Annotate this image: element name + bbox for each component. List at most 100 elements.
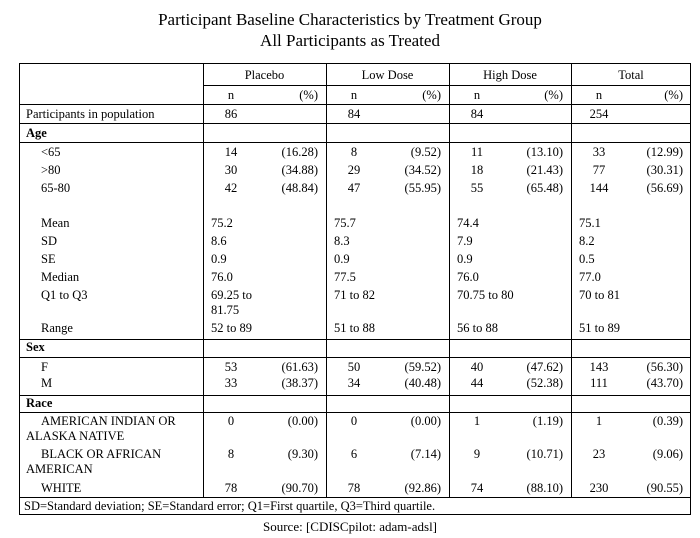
age-stat-value: 8.3: [334, 234, 350, 248]
percent-value: (61.63): [281, 360, 318, 374]
age-stat-label: Mean: [41, 216, 70, 230]
group-header-low-dose: Low Dose: [361, 68, 414, 82]
row-divider: [19, 357, 691, 358]
count-value: 30: [224, 163, 238, 177]
percent-value: (16.28): [281, 145, 318, 159]
group-header-high-dose: High Dose: [483, 68, 537, 82]
column-divider: [326, 63, 327, 497]
subheader-pct: (%): [299, 88, 318, 102]
table-title: Participant Baseline Characteristics by …: [158, 10, 542, 29]
subheader-pct: (%): [544, 88, 563, 102]
percent-value: (9.52): [410, 145, 441, 159]
column-divider: [449, 63, 450, 497]
count-value: 33: [592, 145, 606, 159]
subheader-n: n: [227, 88, 235, 102]
percent-value: (92.86): [404, 481, 441, 495]
count-value: 42: [224, 181, 238, 195]
age-stat-value: 75.7: [334, 216, 356, 230]
percent-value: (52.38): [526, 376, 563, 390]
count-value: 47: [347, 181, 361, 195]
percent-value: (34.52): [404, 163, 441, 177]
age-stat-value: 74.4: [457, 216, 479, 230]
percent-value: (9.30): [287, 447, 318, 461]
count-value: 0: [227, 414, 235, 428]
age-stat-value: 77.5: [334, 270, 356, 284]
participants-value: 84: [470, 107, 484, 121]
group-header-placebo: Placebo: [244, 68, 285, 82]
age-category-label: 65-80: [41, 181, 71, 195]
row-divider: [19, 123, 691, 124]
baseline-table: [19, 63, 691, 515]
sex-label: M: [41, 376, 53, 390]
subheader-pct: (%): [422, 88, 441, 102]
percent-value: (0.00): [287, 414, 318, 428]
count-value: 44: [470, 376, 484, 390]
participants-value: 86: [224, 107, 238, 121]
row-divider: [19, 339, 691, 340]
percent-value: (30.31): [646, 163, 683, 177]
section-sex: Sex: [26, 340, 45, 354]
percent-value: (12.99): [646, 145, 683, 159]
count-value: 74: [470, 481, 484, 495]
percent-value: (55.95): [404, 181, 441, 195]
age-stat-value: 0.9: [334, 252, 350, 266]
percent-value: (1.19): [532, 414, 563, 428]
row-divider: [19, 412, 691, 413]
age-stat-value: 56 to 88: [457, 321, 498, 335]
source-note: Source: [CDISCpilot: adam-adsl]: [262, 519, 438, 534]
percent-value: (56.69): [646, 181, 683, 195]
age-stat-value: 7.9: [457, 234, 473, 248]
age-stat-label: SE: [41, 252, 56, 266]
percent-value: (65.48): [526, 181, 563, 195]
group-header-total: Total: [618, 68, 644, 82]
row-divider: [203, 85, 691, 86]
percent-value: (90.70): [281, 481, 318, 495]
count-value: 34: [347, 376, 361, 390]
count-value: 40: [470, 360, 484, 374]
age-stat-value: 70 to 81: [579, 288, 620, 302]
age-stat-value: 75.2: [211, 216, 233, 230]
row-divider: [19, 395, 691, 396]
section-age: Age: [26, 126, 47, 140]
age-stat-value: 0.5: [579, 252, 595, 266]
age-category-label: <65: [41, 145, 61, 159]
count-value: 1: [473, 414, 481, 428]
count-value: 14: [224, 145, 238, 159]
percent-value: (90.55): [646, 481, 683, 495]
age-stat-label: Range: [41, 321, 73, 335]
count-value: 23: [592, 447, 606, 461]
count-value: 78: [347, 481, 361, 495]
age-stat-label: Q1 to Q3: [41, 288, 88, 302]
subheader-n: n: [473, 88, 481, 102]
age-stat-value: 51 to 88: [334, 321, 375, 335]
count-value: 33: [224, 376, 238, 390]
count-value: 77: [592, 163, 606, 177]
column-divider: [203, 63, 204, 497]
participants-value: 254: [589, 107, 609, 121]
percent-value: (59.52): [404, 360, 441, 374]
percent-value: (38.37): [281, 376, 318, 390]
count-value: 55: [470, 181, 484, 195]
age-stat-label: SD: [41, 234, 57, 248]
count-value: 50: [347, 360, 361, 374]
row-divider: [19, 142, 691, 143]
age-stat-value: 70.75 to 80: [457, 288, 514, 302]
percent-value: (0.39): [652, 414, 683, 428]
percent-value: (10.71): [526, 447, 563, 461]
percent-value: (56.30): [646, 360, 683, 374]
age-stat-label: Median: [41, 270, 80, 284]
percent-value: (40.48): [404, 376, 441, 390]
percent-value: (88.10): [526, 481, 563, 495]
age-stat-value: 0.9: [457, 252, 473, 266]
age-stat-value: 8.6: [211, 234, 227, 248]
race-label: WHITE: [41, 481, 82, 495]
row-divider: [19, 497, 691, 498]
percent-value: (13.10): [526, 145, 563, 159]
percent-value: (48.84): [281, 181, 318, 195]
age-category-label: >80: [41, 163, 61, 177]
percent-value: (9.06): [652, 447, 683, 461]
percent-value: (43.70): [646, 376, 683, 390]
age-stat-value: 77.0: [579, 270, 601, 284]
age-stat-value: 8.2: [579, 234, 595, 248]
percent-value: (47.62): [526, 360, 563, 374]
